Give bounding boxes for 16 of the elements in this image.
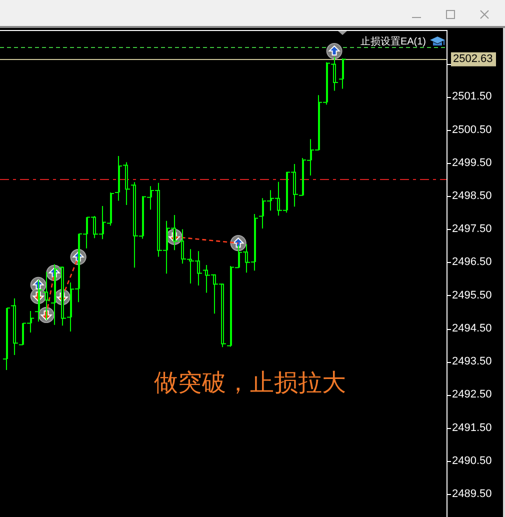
annotation: 做突破，止损拉大 <box>154 369 346 396</box>
y-tick-label: 2496.50 <box>452 256 492 268</box>
y-tick-label: 2495.50 <box>452 289 492 302</box>
y-tick-label: 2497.50 <box>452 223 492 236</box>
y-tick-label: 2490.50 <box>452 454 492 467</box>
y-tick-label: 2500.50 <box>452 124 492 136</box>
y-tick-label: 2501.50 <box>452 90 492 103</box>
y-tick-label: 2493.50 <box>452 356 492 368</box>
ref-line-label: 2502.63 <box>453 53 493 66</box>
y-tick-label: 2492.50 <box>452 388 492 401</box>
y-tick-label: 2499.50 <box>452 156 492 169</box>
y-tick-label: 2494.50 <box>452 322 492 334</box>
y-tick-label: 2489.50 <box>452 488 492 500</box>
y-tick-label: 2498.50 <box>452 190 492 202</box>
y-tick-label: 2491.50 <box>452 422 492 434</box>
annotation: 止损设置EA(1) <box>360 36 426 48</box>
